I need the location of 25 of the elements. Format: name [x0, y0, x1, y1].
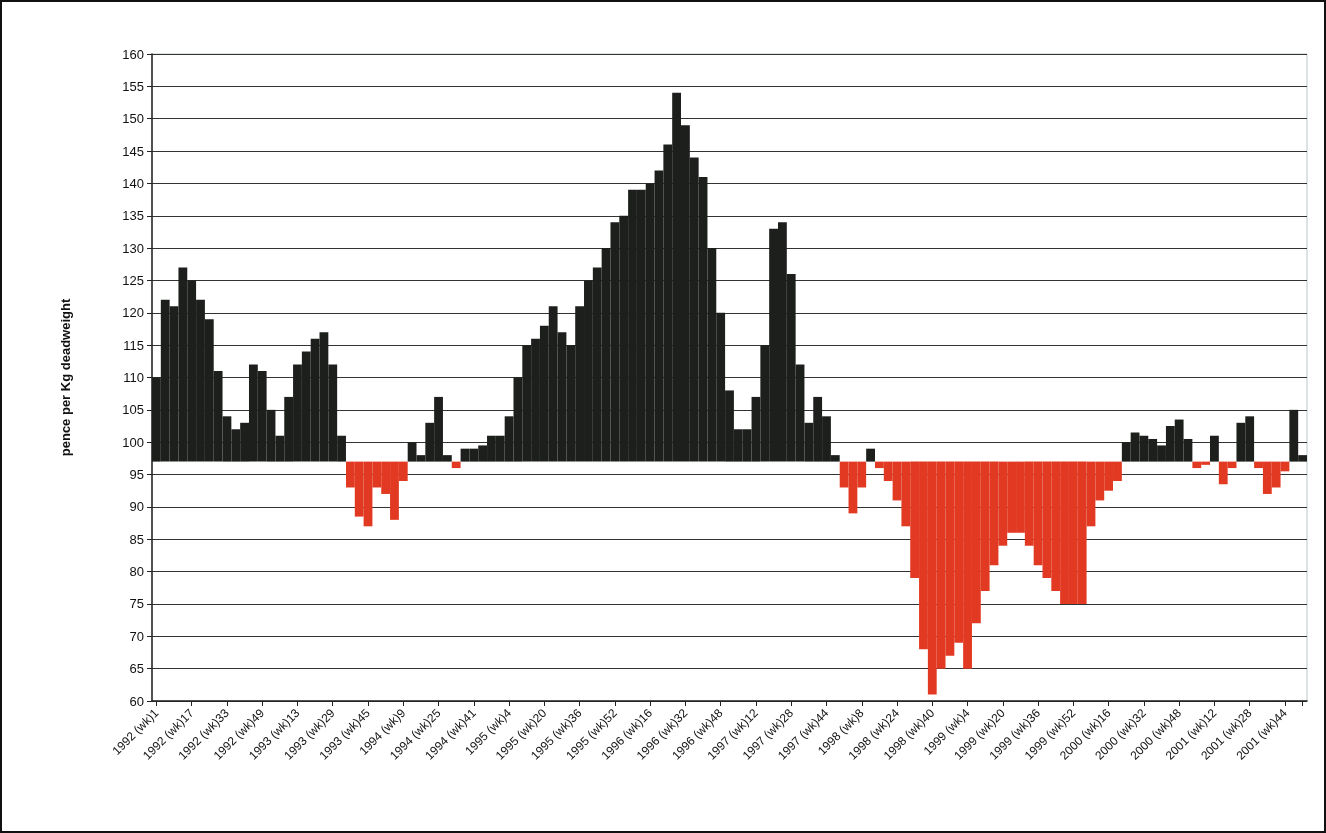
bar — [451, 461, 461, 469]
y-tick-label: 95 — [129, 467, 144, 483]
y-tick-label: 100 — [122, 434, 144, 450]
y-tick-label: 125 — [122, 272, 144, 288]
y-tick-label: 60 — [129, 693, 144, 709]
y-tick-label: 140 — [122, 175, 144, 191]
y-tick-label: 145 — [122, 143, 144, 159]
y-tick-label: 120 — [122, 305, 144, 321]
y-tick-label: 155 — [122, 78, 144, 94]
y-tick-label: 160 — [122, 46, 144, 62]
y-tick-label: 85 — [129, 531, 144, 547]
bar — [1210, 435, 1219, 462]
y-tick-label: 115 — [123, 337, 144, 353]
y-tick-label: 130 — [122, 240, 144, 256]
y-tick-label: 70 — [129, 628, 144, 644]
y-tick-label: 105 — [122, 402, 144, 418]
y-tick-label: 150 — [122, 111, 144, 127]
y-tick-label: 80 — [129, 564, 144, 580]
y-axis-title: pence per Kg deadweight — [58, 298, 73, 457]
y-tick-label: 135 — [122, 208, 144, 224]
y-tick-label: 90 — [129, 499, 144, 515]
y-tick-label: 75 — [129, 596, 144, 612]
y-tick-label: 110 — [123, 370, 144, 385]
bar — [866, 448, 875, 462]
y-tick-label: 65 — [129, 661, 144, 677]
